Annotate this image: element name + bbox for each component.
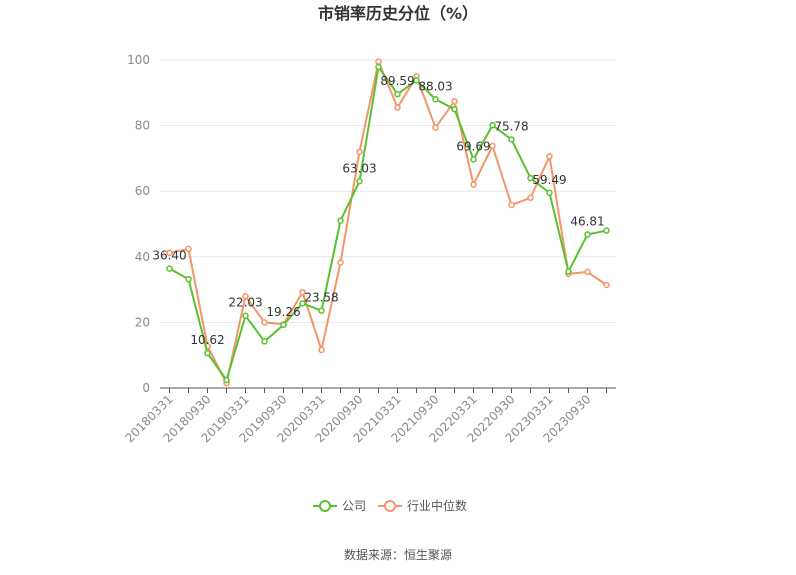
- data-label: 46.81: [570, 214, 604, 228]
- data-point: [470, 181, 477, 188]
- data-point: [546, 153, 553, 160]
- data-point: [413, 77, 420, 84]
- y-tick-label: 60: [135, 184, 150, 198]
- data-point: [166, 265, 173, 272]
- data-point: [603, 227, 610, 234]
- y-tick-label: 80: [135, 119, 150, 133]
- series-lines: [166, 58, 610, 387]
- data-point: [337, 217, 344, 224]
- data-point: [261, 338, 268, 345]
- data-point: [242, 292, 249, 300]
- data-point: [204, 349, 211, 357]
- series-line-0: [169, 65, 607, 382]
- data-point: [261, 319, 268, 326]
- data-point: [223, 376, 230, 384]
- data-point: [166, 249, 173, 257]
- legend-item-industry-median[interactable]: 行业中位数: [378, 498, 467, 513]
- chart-title: 市销率历史分位（%）: [318, 4, 478, 23]
- data-point: [470, 156, 477, 163]
- data-label: 59.49: [532, 173, 566, 187]
- legend-company-marker: [319, 500, 331, 512]
- data-point: [432, 124, 439, 131]
- data-point: [584, 268, 591, 276]
- data-point: [508, 136, 515, 143]
- data-label: 23.58: [304, 291, 338, 305]
- data-point: [318, 307, 325, 314]
- y-tick-label: 100: [127, 53, 150, 67]
- data-point: [356, 178, 363, 185]
- data-point: [299, 300, 306, 307]
- data-point: [451, 105, 458, 113]
- data-label: 89.59: [380, 74, 414, 88]
- data-point: [375, 63, 382, 71]
- data-point: [527, 174, 534, 182]
- data-label: 75.78: [494, 119, 528, 133]
- data-point: [546, 189, 553, 197]
- data-point: [584, 231, 591, 238]
- data-point: [318, 346, 325, 354]
- data-point: [375, 58, 382, 65]
- grid-lines: [160, 59, 616, 323]
- data-point: [242, 312, 249, 319]
- data-point: [185, 275, 192, 283]
- legend-industry-label: 行业中位数: [407, 498, 467, 513]
- data-point: [185, 245, 192, 253]
- data-label: 63.03: [342, 161, 376, 175]
- legend[interactable]: 公司 行业中位数: [313, 498, 467, 513]
- data-labels: 36.40 10.62 22.03 19.26 23.58 63.03 89.59 88.03…: [152, 74, 604, 347]
- data-label: 88.03: [418, 79, 452, 93]
- data-point: [394, 104, 401, 111]
- data-point: [565, 268, 572, 275]
- data-label: 36.40: [152, 249, 186, 263]
- data-point: [394, 90, 401, 98]
- y-tick-label: 40: [135, 250, 150, 264]
- data-label: 10.62: [190, 333, 224, 347]
- data-point: [603, 281, 610, 289]
- data-point: [451, 98, 458, 105]
- y-tick-label: 20: [135, 315, 150, 329]
- data-point: [356, 148, 363, 156]
- legend-company-label: 公司: [342, 499, 366, 513]
- data-point: [280, 321, 287, 329]
- data-label: 22.03: [228, 296, 262, 310]
- legend-item-company[interactable]: 公司: [313, 499, 366, 513]
- axes: 0204060801002018033120180930201903312019…: [123, 53, 616, 445]
- source-text: 数据来源：恒生聚源: [344, 547, 452, 562]
- y-tick-label: 0: [142, 381, 150, 395]
- data-point: [337, 259, 344, 266]
- data-point: [299, 288, 306, 296]
- series-line-1: [169, 60, 608, 385]
- data-point: [432, 96, 439, 103]
- data-label: 69.69: [456, 139, 490, 153]
- data-point: [527, 194, 534, 202]
- data-point: [489, 122, 496, 129]
- legend-industry-marker: [384, 500, 396, 512]
- data-point: [489, 142, 496, 150]
- data-point: [508, 201, 515, 209]
- data-label: 19.26: [266, 305, 300, 319]
